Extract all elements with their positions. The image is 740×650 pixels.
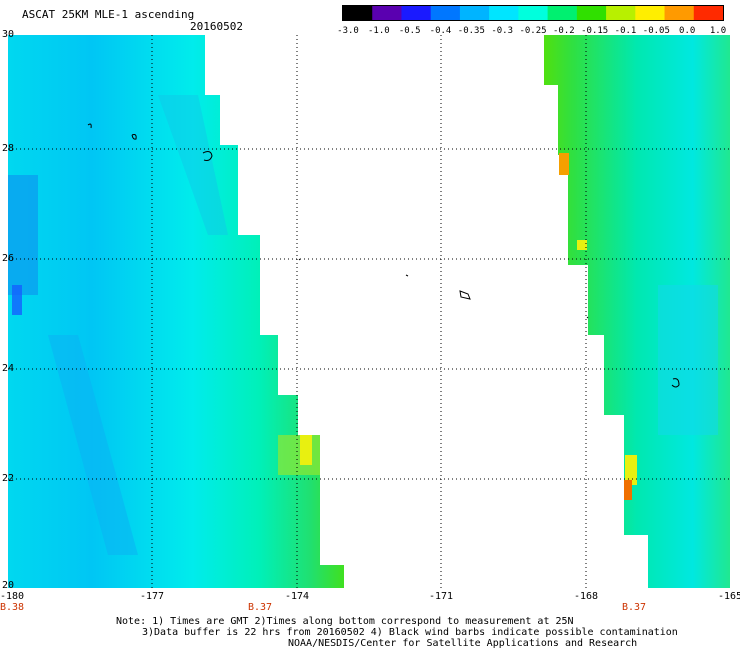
lon-label-165: -165 (718, 591, 740, 602)
color-scale-label: -0.15 (581, 26, 609, 36)
lon-label-180: -180 (0, 591, 25, 602)
color-swatch (547, 6, 578, 20)
wind-scatterometer-map (8, 35, 730, 588)
color-swatch (430, 6, 461, 20)
color-scale-label: -0.5 (398, 26, 421, 36)
color-scale-label: -3.0 (337, 26, 359, 36)
color-swatch (489, 6, 519, 20)
pass-marker-right: B.37 (622, 602, 647, 613)
lon-label-168: -168 (574, 591, 599, 602)
pass-marker-left: B.38 (0, 602, 25, 613)
lon-label-177: -177 (140, 591, 165, 602)
lon-label-174: -174 (285, 591, 310, 602)
grid-lines (8, 35, 730, 588)
map-date: 20160502 (190, 20, 243, 33)
lon-label-171: -171 (429, 591, 454, 602)
pass-marker-center: B.37 (248, 602, 273, 613)
color-swatch (693, 6, 723, 20)
lat-label-26: 26 (2, 253, 15, 264)
color-swatch (635, 6, 666, 20)
note-line-1: Note: 1) Times are GMT 2)Times along bot… (116, 616, 574, 627)
lat-label-22: 22 (2, 473, 15, 484)
color-swatch (401, 6, 432, 20)
color-scale-label: -0.3 (491, 26, 513, 36)
color-scale-label: -1.0 (367, 26, 390, 36)
swath-left (8, 35, 344, 588)
color-scale-label: -0.35 (457, 26, 485, 36)
color-swatch (343, 6, 373, 20)
color-swatch (664, 6, 695, 20)
color-scale-label: -0.25 (519, 26, 547, 36)
color-scale-label: -0.05 (642, 26, 670, 36)
color-scale-label: -0.2 (552, 26, 575, 36)
color-swatch (372, 6, 402, 20)
lat-label-30: 30 (2, 29, 15, 40)
coastlines (87, 123, 680, 388)
note-line-2: 3)Data buffer is 22 hrs from 20160502 4)… (142, 627, 678, 638)
lat-label-24: 24 (2, 363, 15, 374)
map-title: ASCAT 25KM MLE-1 ascending (22, 8, 195, 21)
color-scale-label: 0.0 (679, 26, 696, 36)
color-swatch (606, 6, 636, 20)
color-swatch (459, 6, 490, 20)
color-scale-label: -0.1 (614, 26, 637, 36)
color-scale-bar (342, 5, 724, 21)
color-swatch (576, 6, 607, 20)
lat-label-20: 20 (2, 580, 15, 591)
swath-right (544, 35, 730, 588)
color-scale-label: -0.4 (429, 26, 452, 36)
note-line-3: NOAA/NESDIS/Center for Satellite Applica… (288, 638, 638, 649)
color-scale-label: 1.0 (709, 26, 727, 36)
lat-label-28: 28 (2, 143, 15, 154)
color-swatch (518, 6, 549, 20)
